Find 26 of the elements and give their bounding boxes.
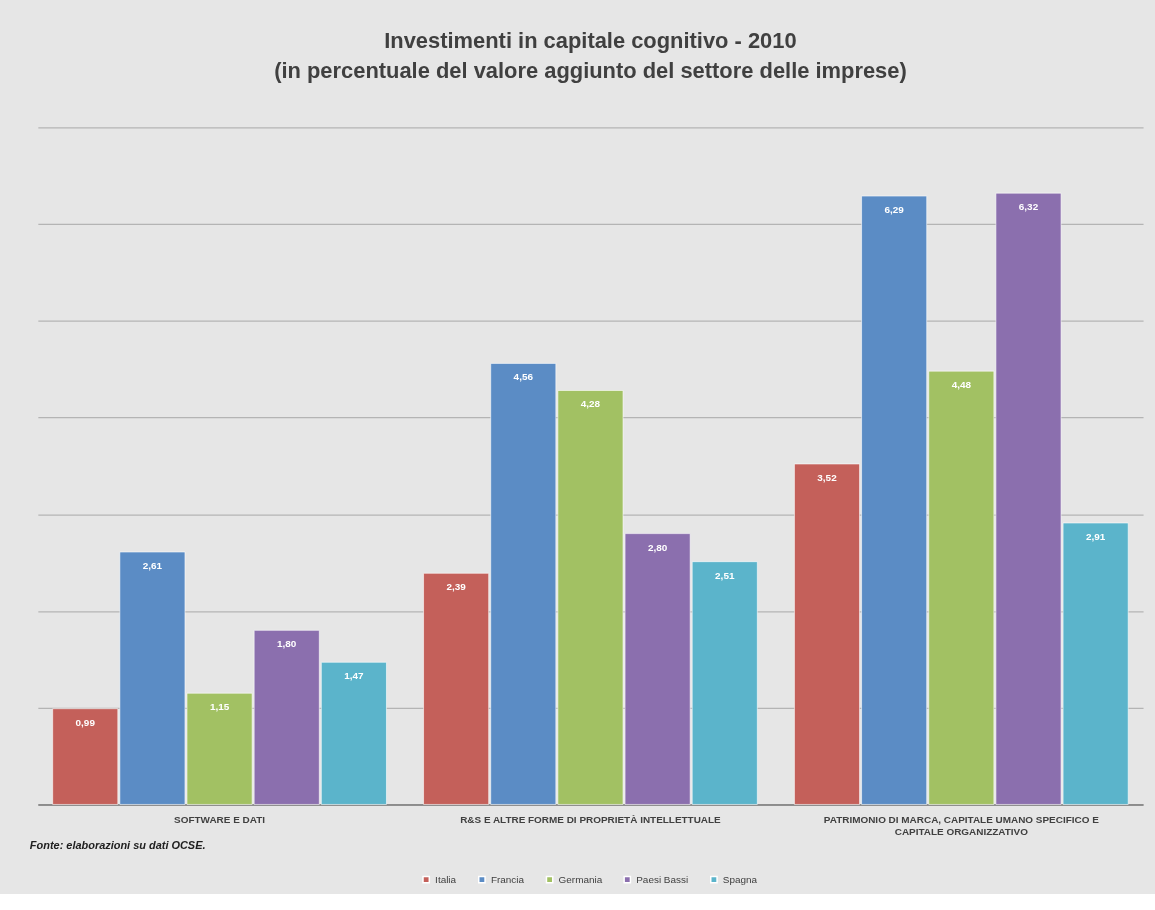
data-label: 1,47 [344, 670, 365, 682]
chart-title: Investimenti in capitale cognitivo - 2010 [384, 27, 797, 53]
data-label: 4,56 [513, 371, 534, 383]
data-label: 1,15 [209, 701, 230, 713]
legend-label: Paesi Bassi [636, 873, 689, 885]
chart-subtitle: (in percentuale del valore aggiunto del settore delle imprese) [274, 57, 907, 83]
data-label: 2,51 [715, 569, 735, 581]
x-tick-label: PATRIMONIO DI MARCA, CAPITALE UMANO SPECIFICO E CAPITALE ORGANIZZATIVO [823, 813, 1100, 837]
x-tick-label: R&S E ALTRE FORME DI PROPRIETÀ INTELLETTUALE [460, 813, 722, 825]
data-label: 4,48 [951, 379, 972, 391]
data-label: 6,32 [1018, 201, 1039, 213]
x-tick-label: SOFTWARE E DATI [174, 813, 266, 825]
legend-label: Spagna [722, 873, 758, 885]
data-label: 2,39 [446, 581, 467, 593]
legend-label: Italia [435, 873, 457, 885]
data-label: 6,29 [884, 203, 905, 215]
source-note: Fonte: elaborazioni su dati OCSE. [29, 839, 206, 852]
data-label: 3,52 [817, 471, 838, 483]
data-label: 1,80 [277, 638, 297, 650]
data-label: 0,99 [75, 716, 96, 728]
data-label: 4,28 [580, 398, 601, 410]
data-label: 2,91 [1085, 530, 1106, 542]
data-label: 2,61 [142, 559, 163, 571]
legend-label: Francia [490, 873, 525, 885]
data-label: 2,80 [647, 541, 668, 553]
legend-label: Germania [558, 873, 603, 885]
